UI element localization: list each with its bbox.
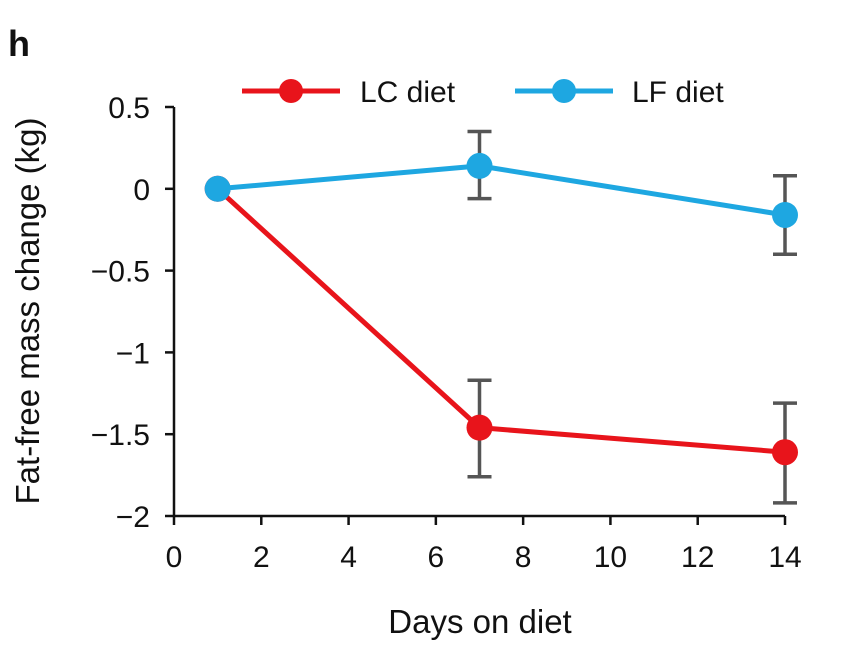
legend-marker-1 [279,79,303,103]
x-axis-title: Days on diet [388,603,571,640]
series-line-1 [215,186,786,455]
y-tick-label: −0.5 [91,256,150,289]
x-tick-label: 8 [515,541,532,574]
x-tick-label: 4 [340,541,357,574]
legend-marker-2 [552,79,576,103]
x-tick-label: 10 [594,541,627,574]
panel-label: h [8,23,30,64]
y-ticks: 0.5 0 −0.5 −1 −1.5 −2 [91,92,174,534]
data-point [466,152,493,179]
data-point [772,201,798,228]
y-axis-title: Fat-free mass change (kg) [9,118,46,505]
x-tick-label: 0 [166,541,183,574]
plot-area [204,129,798,505]
x-tick-label: 12 [681,541,714,574]
y-tick-label: −1.5 [91,419,150,452]
x-ticks: 0 2 4 6 8 10 12 14 [166,516,802,574]
y-tick-label: −2 [116,501,150,534]
legend-label-2: LF diet [632,76,724,109]
y-tick-label: 0 [133,174,150,207]
legend: LC diet LF diet [242,76,724,109]
x-tick-label: 2 [253,541,270,574]
data-point [466,414,493,441]
data-point [204,175,231,202]
series-line-2 [217,163,786,218]
axes: 0.5 0 −0.5 −1 −1.5 −2 0 2 4 6 8 10 12 14 [91,92,802,574]
y-tick-label: 0.5 [108,92,150,125]
legend-label-1: LC diet [360,76,456,109]
x-tick-label: 6 [428,541,445,574]
data-point [772,439,798,466]
x-tick-label: 14 [768,541,801,574]
y-tick-label: −1 [116,337,150,370]
